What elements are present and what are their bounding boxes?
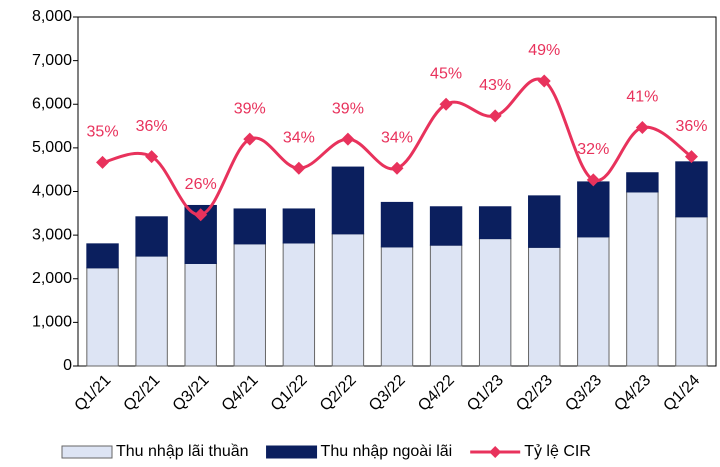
bar (577, 236, 610, 367)
bar (626, 172, 659, 193)
bar (135, 255, 168, 367)
bar (282, 208, 316, 244)
bar (528, 195, 561, 248)
x-tick-label: Q2/22 (317, 372, 360, 415)
y-tick-label: 1,000 (32, 314, 72, 331)
data-label: 32% (577, 141, 609, 158)
legend-label: Thu nhập ngoài lãi (321, 443, 453, 460)
bar (429, 244, 463, 367)
bar (380, 201, 414, 248)
x-tick-label: Q2/21 (121, 372, 164, 415)
marker (145, 150, 159, 164)
bar (626, 191, 659, 367)
y-tick-label: 8,000 (32, 8, 72, 25)
marker (96, 155, 110, 169)
bar (86, 243, 119, 269)
legend-swatch (61, 445, 113, 459)
data-label: 49% (528, 42, 560, 59)
bar (675, 161, 708, 218)
bar (331, 233, 365, 367)
data-label: 43% (479, 77, 511, 94)
marker (194, 208, 208, 222)
marker (635, 121, 649, 135)
x-tick-label: Q3/21 (170, 372, 213, 415)
bar (233, 243, 266, 367)
x-tick-label: Q4/22 (415, 372, 458, 415)
x-tick-label: Q1/21 (72, 372, 115, 415)
y-tick-label: 5,000 (32, 139, 72, 156)
y-tick-label: 2,000 (32, 270, 72, 287)
bar (675, 216, 708, 367)
bar (331, 166, 365, 235)
data-label: 36% (136, 118, 168, 135)
bar (135, 216, 168, 257)
x-tick-label: Q4/23 (611, 372, 654, 415)
x-tick-label: Q4/21 (219, 372, 262, 415)
data-label: 34% (381, 129, 413, 146)
marker (243, 132, 257, 146)
bar (528, 246, 561, 367)
marker (537, 74, 551, 88)
marker (341, 132, 355, 146)
data-label: 39% (234, 100, 266, 117)
bar (233, 208, 266, 245)
bar (429, 206, 463, 246)
bar (86, 267, 119, 367)
marker (586, 173, 600, 187)
legend-label: Thu nhập lãi thuần (116, 443, 249, 460)
data-label: 36% (675, 118, 707, 135)
x-tick-label: Q3/22 (366, 372, 409, 415)
marker (488, 109, 502, 123)
x-tick-label: Q3/23 (562, 372, 605, 415)
x-tick-label: Q1/24 (660, 372, 703, 415)
data-label: 41% (626, 89, 658, 106)
bar (282, 242, 316, 367)
data-label: 34% (283, 129, 315, 146)
data-label: 26% (185, 176, 217, 193)
legend-label: Tỷ lệ CIR (524, 443, 591, 460)
bar (577, 181, 610, 238)
marker (390, 161, 404, 175)
y-tick-label: 4,000 (32, 183, 72, 200)
y-tick-label: 6,000 (32, 95, 72, 112)
data-label: 35% (87, 124, 119, 141)
bar (478, 206, 512, 240)
marker (684, 150, 698, 164)
data-label: 39% (332, 100, 364, 117)
marker (292, 161, 306, 175)
legend-swatch (489, 446, 502, 458)
bar (184, 262, 217, 367)
y-tick-label: 3,000 (32, 226, 72, 243)
bar (380, 246, 414, 367)
y-tick-label: 7,000 (32, 52, 72, 69)
bar (478, 238, 512, 367)
x-tick-label: Q2/23 (513, 372, 556, 415)
y-tick-label: 0 (63, 357, 72, 374)
marker (439, 97, 453, 111)
x-tick-label: Q1/23 (464, 372, 507, 415)
legend-swatch (266, 445, 318, 459)
x-tick-label: Q1/22 (268, 372, 311, 415)
data-label: 45% (430, 65, 462, 82)
